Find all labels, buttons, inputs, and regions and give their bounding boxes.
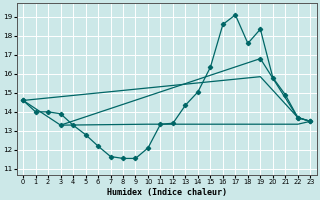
X-axis label: Humidex (Indice chaleur): Humidex (Indice chaleur) (107, 188, 227, 197)
